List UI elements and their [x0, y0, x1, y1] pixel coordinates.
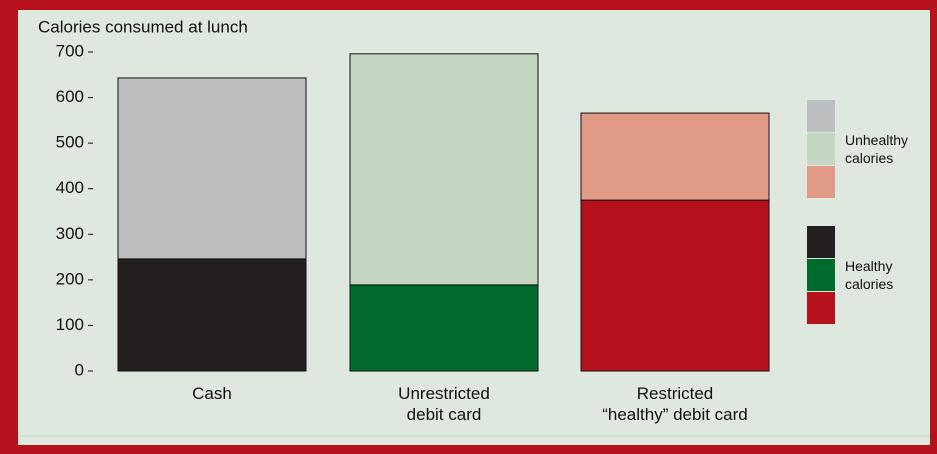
y-tick-label: 300 [56, 224, 84, 243]
legend-swatch [807, 226, 835, 258]
y-tick-label: 500 [56, 133, 84, 152]
y-tick-label: 200 [56, 269, 84, 288]
bar-segment [580, 112, 770, 201]
legend-swatch [807, 292, 835, 324]
chart-title: Calories consumed at lunch [38, 17, 248, 36]
legend-swatch [807, 100, 835, 132]
x-tick-label: “healthy” debit card [602, 405, 748, 424]
y-tick-label: 600 [56, 87, 84, 106]
legend-label: Healthy calories [845, 258, 894, 292]
x-tick-label: Restricted [636, 384, 714, 403]
y-tick-label: 400 [56, 178, 84, 197]
legend-swatch [807, 166, 835, 198]
bar-segment [117, 258, 307, 372]
bar-segment [580, 199, 770, 372]
bar-segment [349, 53, 539, 286]
x-tick-label: Unrestricted [398, 384, 490, 403]
y-tick-label: 700 [56, 41, 84, 60]
x-tick-label: debit card [406, 405, 482, 424]
y-tick-label: 100 [56, 315, 84, 334]
y-tick-label: 0 [75, 360, 84, 379]
bar-segment [117, 77, 307, 260]
bar-segment [349, 284, 539, 372]
legend-swatch [807, 259, 835, 291]
legend-swatch [807, 133, 835, 165]
x-tick-label: Cash [192, 384, 232, 403]
legend-label: Unhealthy calories [845, 132, 909, 166]
